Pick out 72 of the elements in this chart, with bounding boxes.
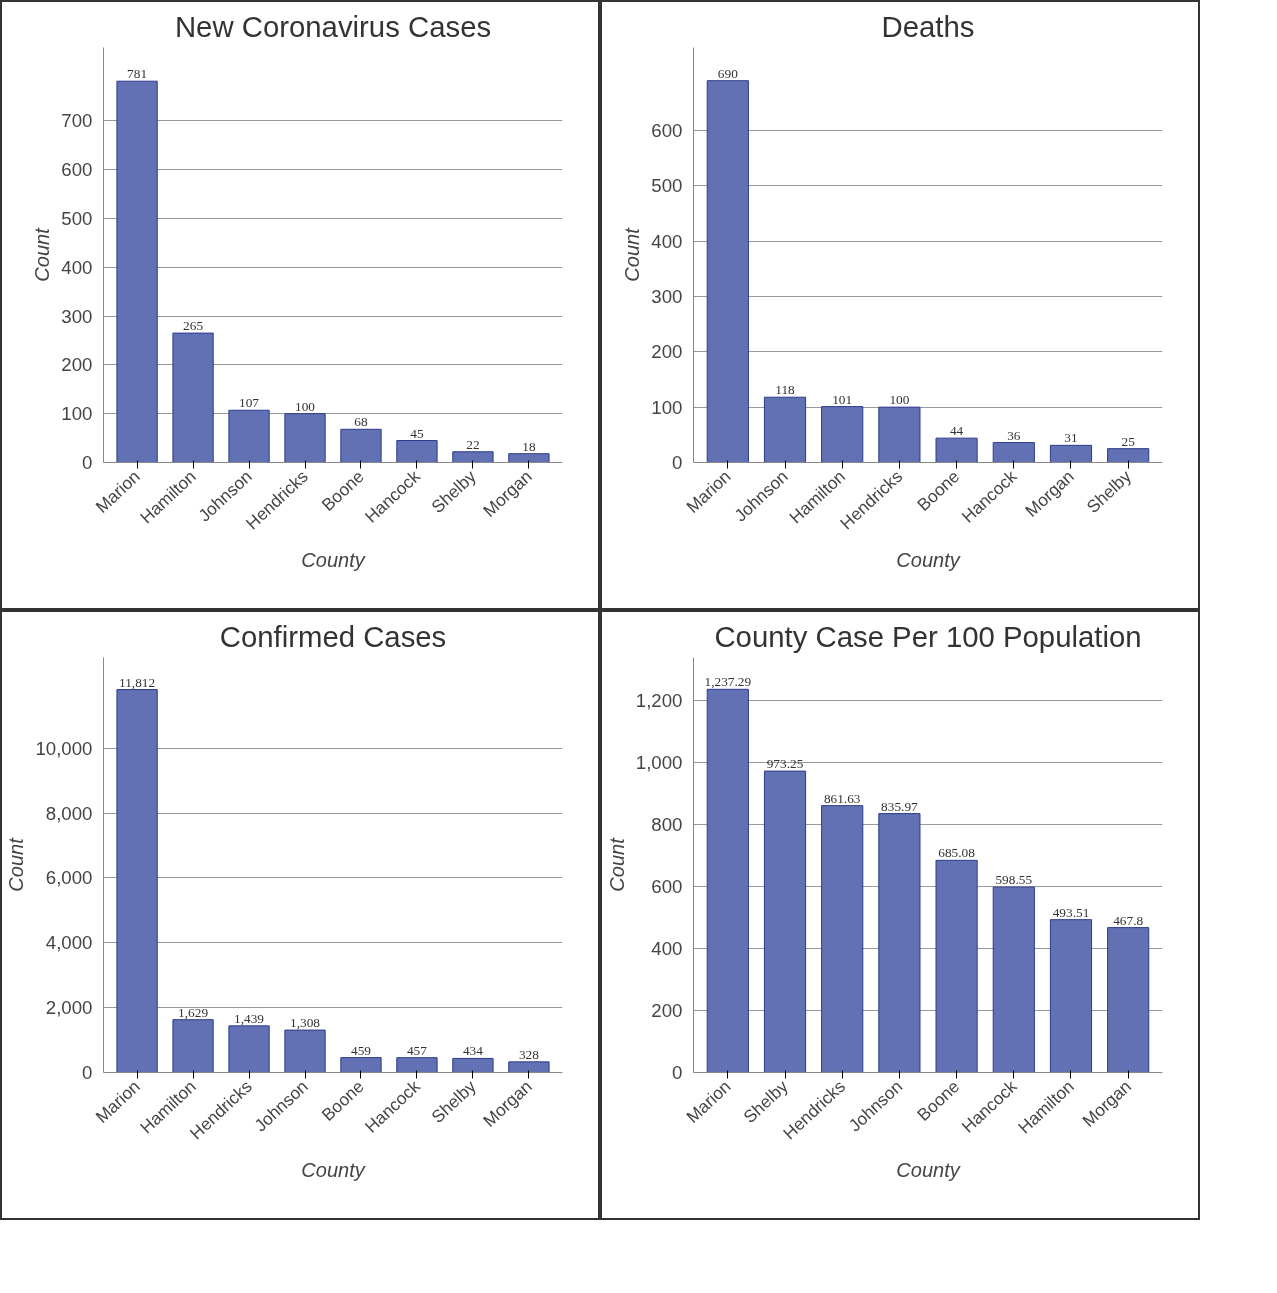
chart-title: County Case Per 100 Population — [714, 619, 1142, 653]
x-axis-title: County — [301, 548, 366, 571]
data-label: 861.63 — [823, 790, 861, 806]
data-label: 118 — [775, 382, 796, 398]
y-tick-label: 300 — [651, 286, 683, 307]
data-label: 690 — [717, 65, 739, 81]
y-tick-label: 2,000 — [45, 997, 93, 1019]
data-label: 44 — [949, 423, 964, 439]
data-label: 598.55 — [995, 872, 1033, 888]
data-label: 781 — [127, 66, 148, 82]
y-tick-label: 8,000 — [45, 802, 93, 824]
y-tick-label: 800 — [651, 814, 683, 836]
chart-title: New Coronavirus Cases — [174, 9, 492, 43]
y-tick-label: 200 — [651, 341, 683, 363]
y-tick-label: 1,000 — [635, 752, 683, 774]
data-label: 493.51 — [1052, 904, 1090, 920]
data-label: 265 — [183, 318, 204, 334]
data-label: 685.08 — [938, 845, 976, 861]
y-tick-label: 0 — [672, 1062, 683, 1083]
y-tick-label: 6,000 — [45, 867, 93, 889]
y-tick-label: 600 — [61, 159, 93, 181]
x-axis-title: County — [301, 1158, 366, 1181]
data-label: 328 — [518, 1046, 540, 1062]
data-label: 434 — [462, 1043, 484, 1059]
y-tick-label: 100 — [651, 396, 683, 418]
y-tick-label: 0 — [82, 1062, 93, 1083]
data-label: 100 — [889, 392, 910, 408]
y-tick-label: 200 — [61, 354, 93, 376]
y-tick-label: 0 — [672, 452, 683, 473]
data-label: 45 — [410, 425, 424, 441]
y-tick-label: 500 — [61, 207, 93, 229]
y-tick-label: 500 — [651, 175, 683, 197]
data-label: 1,629 — [178, 1004, 209, 1020]
data-label: 973.25 — [766, 756, 804, 772]
x-axis-title: County — [896, 1158, 961, 1181]
y-axis-title: Count — [5, 836, 28, 892]
y-tick-label: 400 — [651, 230, 683, 252]
data-label: 22 — [466, 436, 480, 452]
data-label: 68 — [354, 414, 368, 430]
data-label: 31 — [1064, 430, 1078, 446]
data-label: 459 — [350, 1042, 372, 1058]
y-tick-label: 300 — [61, 305, 93, 327]
data-label: 25 — [1121, 433, 1136, 449]
y-tick-label: 10,000 — [35, 737, 93, 759]
data-label: 457 — [406, 1042, 428, 1058]
x-axis-title: County — [896, 548, 961, 571]
y-tick-label: 200 — [651, 1000, 683, 1022]
data-label: 100 — [295, 398, 316, 414]
data-label: 467.8 — [1113, 912, 1144, 928]
y-tick-label: 1,200 — [635, 690, 683, 712]
y-axis-title: Count — [31, 226, 54, 282]
data-label: 107 — [239, 395, 260, 411]
y-tick-label: 600 — [651, 876, 683, 898]
data-label: 1,308 — [290, 1015, 321, 1031]
y-axis-title: Count — [621, 226, 644, 282]
y-tick-label: 700 — [61, 110, 93, 132]
y-tick-label: 4,000 — [45, 932, 93, 954]
data-label: 1,237.29 — [704, 674, 752, 690]
y-tick-label: 600 — [651, 120, 683, 141]
y-tick-label: 400 — [61, 256, 93, 278]
data-label: 18 — [522, 438, 536, 454]
data-label: 1,439 — [234, 1010, 265, 1026]
chart-title: Confirmed Cases — [219, 619, 447, 653]
y-axis-title: Count — [605, 836, 628, 892]
data-label: 101 — [832, 391, 853, 407]
data-label: 835.97 — [881, 798, 919, 814]
chart-title: Deaths — [881, 9, 975, 43]
y-tick-label: 400 — [651, 938, 683, 960]
y-tick-label: 0 — [82, 452, 93, 473]
data-label: 11,812 — [119, 674, 156, 690]
y-tick-label: 100 — [61, 403, 93, 425]
data-label: 36 — [1007, 427, 1021, 443]
